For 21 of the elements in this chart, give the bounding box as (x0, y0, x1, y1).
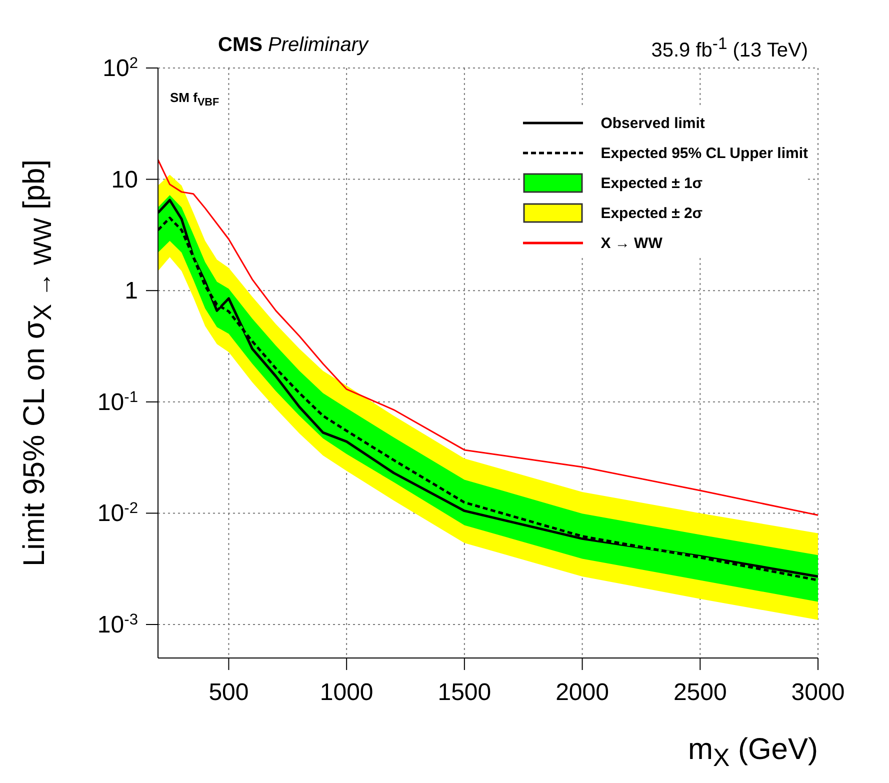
y-tick-label: 10$^{2}$ (102, 54, 138, 82)
legend-label: Expected ± 1σ (600, 174, 703, 192)
legend-label: Expected ± 2σ (600, 204, 703, 222)
legend-label: X → WW (600, 234, 662, 252)
chart-title: CMS Preliminary (218, 34, 368, 56)
y-tick-label: 1 (124, 278, 138, 305)
chart-subtitle: 35.9 fb$^{-1}$ (13 TeV) (651, 34, 808, 63)
x-tick-label: 500 (208, 679, 249, 706)
x-axis-title: m$_{X}$ (GeV) (688, 733, 818, 773)
legend-label: Observed limit (600, 114, 705, 132)
x-tick-label: 1000 (320, 679, 374, 706)
y-tick-label: 10$^{-2}$ (97, 500, 138, 528)
y-tick-label: 10$^{-3}$ (97, 610, 138, 638)
x-tick-label: 2500 (673, 679, 727, 706)
annotation: SM f$_{VBF}$ (170, 90, 220, 109)
y-tick-label: 10 (111, 166, 138, 194)
legend-label: Expected 95% CL Upper limit (600, 144, 808, 162)
y-tick-label: 10$^{-1}$ (97, 388, 138, 416)
x-tick-label: 1500 (438, 679, 492, 706)
x-tick-label: 2000 (556, 679, 609, 706)
x-tick-label: 3000 (791, 679, 845, 706)
